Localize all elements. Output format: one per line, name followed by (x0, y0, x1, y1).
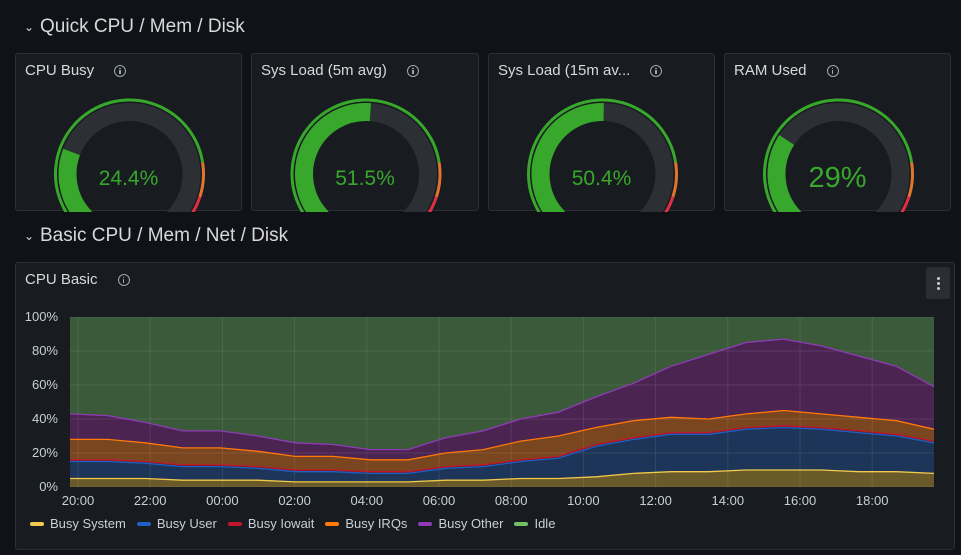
series-area-busy-irqs (70, 410, 934, 472)
legend-item[interactable]: Busy Other (418, 516, 503, 531)
x-tick-label: 08:00 (494, 493, 528, 508)
gauge-track (58, 103, 201, 212)
gauge-threshold-band (527, 98, 678, 212)
gauge-value: 29% (808, 162, 867, 194)
gauge-panel-sys-load-5m[interactable]: Sys Load (5m avg) 51.5% (251, 53, 479, 212)
gauge-fill (531, 103, 604, 212)
gauge-threshold-band (763, 98, 914, 212)
y-tick-label: 40% (31, 411, 58, 426)
legend-item[interactable]: Idle (514, 516, 555, 531)
x-tick-label: 10:00 (567, 493, 600, 508)
info-icon[interactable] (826, 64, 839, 77)
gauge-fill (58, 148, 93, 212)
info-icon[interactable] (117, 273, 130, 286)
panel-header: Sys Load (5m avg) (261, 62, 419, 79)
gauge-arc (290, 98, 442, 212)
gauge-value: 50.4% (571, 167, 632, 190)
gauge-threshold-band (198, 162, 205, 198)
gauge-value: 24.4% (98, 167, 159, 190)
legend-label: Busy IRQs (345, 516, 408, 531)
x-tick-label: 14:00 (711, 493, 745, 508)
x-tick-label: 22:00 (133, 493, 167, 508)
gauge-arc (763, 98, 914, 212)
series-line-busy-irqs (70, 409, 934, 461)
panel-title: CPU Basic (25, 271, 98, 288)
panel-title: CPU Busy (25, 62, 95, 79)
kebab-menu-icon[interactable] (926, 267, 950, 299)
x-tick-label: 18:00 (855, 493, 889, 508)
gauge-threshold-band (434, 162, 442, 198)
info-icon[interactable] (406, 64, 419, 77)
legend-swatch (325, 521, 340, 526)
legend-swatch (30, 521, 44, 526)
series-line-busy-iowait (70, 425, 934, 473)
y-tick-label: 60% (31, 377, 58, 392)
gauge-arc (54, 98, 205, 212)
cpu-basic-panel[interactable]: CPU Basic 0% 20% 40% 60% 80% 100% 20:00 22:00 0… (15, 262, 955, 550)
gauge-threshold-band (427, 196, 438, 212)
x-tick-label: 16:00 (783, 493, 817, 508)
panel-header: RAM Used (734, 62, 839, 79)
x-tick-label: 12:00 (639, 493, 672, 508)
series-line-busy-other (70, 338, 934, 451)
x-tick-label: 02:00 (278, 493, 311, 508)
x-tick-label: 06:00 (422, 493, 456, 508)
y-tick-label: 100% (24, 309, 58, 324)
gauge-panel-cpu-busy[interactable]: CPU Busy 24.4% (15, 53, 242, 212)
series-line-busy-user (70, 426, 934, 475)
chart-legend: Busy System Busy User Busy Iowait Busy IRQs… (30, 516, 555, 531)
series-area-busy-other (70, 339, 934, 460)
gauge-threshold-band (290, 98, 441, 212)
legend-swatch (227, 521, 242, 526)
gauge-value: 51.5% (335, 167, 395, 190)
row-title: Quick CPU / Mem / Disk (40, 16, 245, 37)
gauge-threshold-band (191, 196, 202, 212)
series-line-busy-system (70, 469, 934, 483)
legend-label: Busy User (156, 516, 217, 531)
gauge-threshold-band (907, 162, 914, 198)
row-header-quick[interactable]: ⌄ Quick CPU / Mem / Disk (24, 16, 245, 38)
legend-swatch (514, 521, 529, 526)
gauge-threshold-band (54, 98, 205, 212)
y-tick-label: 20% (31, 445, 58, 460)
info-icon[interactable] (650, 64, 663, 77)
panel-header: Sys Load (15m av... (498, 62, 663, 79)
legend-item[interactable]: Busy User (136, 516, 217, 531)
gauge-arc (527, 98, 678, 212)
legend-swatch (418, 521, 433, 526)
gauge-threshold-band (671, 162, 678, 198)
gauge-fill (767, 135, 802, 212)
cpu-basic-chart (70, 317, 934, 487)
panel-title: Sys Load (15m av... (498, 62, 631, 79)
chevron-down-icon: ⌄ (24, 20, 35, 34)
gauge-fill (295, 103, 372, 212)
series-area-busy-user (70, 427, 934, 482)
legend-label: Busy System (50, 516, 126, 531)
panel-header: CPU Busy (25, 62, 127, 79)
y-tick-label: 80% (31, 343, 58, 358)
x-tick-label: 04:00 (350, 493, 384, 508)
gauge-threshold-band (900, 196, 911, 212)
panel-title: Sys Load (5m avg) (261, 62, 387, 79)
info-icon[interactable] (114, 64, 127, 77)
series-area-busy-system (70, 470, 934, 487)
legend-label: Busy Iowait (247, 516, 315, 531)
y-tick-label: 0% (39, 479, 58, 494)
panel-title: RAM Used (734, 62, 807, 79)
legend-item[interactable]: Busy IRQs (325, 516, 407, 531)
legend-item[interactable]: Busy System (30, 516, 126, 531)
legend-label: Idle (534, 516, 556, 531)
legend-label: Busy Other (438, 516, 504, 531)
legend-item[interactable]: Busy Iowait (227, 516, 315, 531)
x-tick-label: 20:00 (61, 493, 95, 508)
panel-header: CPU Basic (25, 271, 130, 288)
chevron-down-icon: ⌄ (24, 229, 35, 243)
gauge-threshold-band (664, 196, 675, 212)
gauge-panel-sys-load-15m[interactable]: Sys Load (15m av... 50.4% (488, 53, 715, 212)
row-header-basic[interactable]: ⌄ Basic CPU / Mem / Net / Disk (24, 225, 288, 247)
legend-swatch (136, 521, 151, 526)
gauge-panel-ram-used[interactable]: RAM Used 29% (724, 53, 951, 212)
row-title: Basic CPU / Mem / Net / Disk (40, 225, 289, 246)
x-tick-label: 00:00 (206, 493, 239, 508)
